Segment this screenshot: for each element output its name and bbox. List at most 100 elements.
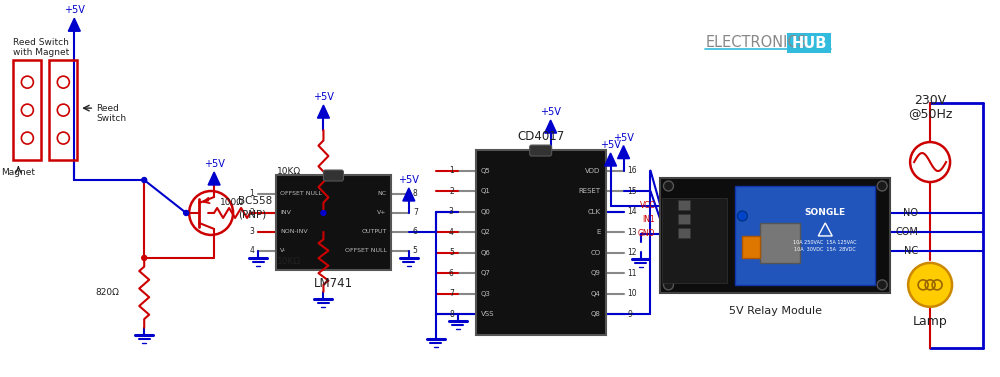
Text: +5V: +5V	[613, 133, 634, 143]
Text: 5: 5	[449, 248, 454, 257]
Text: NON-INV: NON-INV	[280, 230, 308, 234]
Text: RESET: RESET	[578, 188, 601, 194]
Text: 13: 13	[628, 228, 637, 237]
Text: 10KΩ: 10KΩ	[277, 257, 301, 267]
Text: Q6: Q6	[481, 250, 491, 256]
Text: 11: 11	[628, 269, 637, 278]
Bar	[276, 175, 391, 270]
Text: INV: INV	[280, 210, 291, 216]
Text: Lamp: Lamp	[913, 315, 947, 328]
Text: ELECTRONICS: ELECTRONICS	[705, 35, 807, 50]
Bar	[787, 33, 831, 53]
Bar	[742, 236, 760, 258]
Text: GND: GND	[638, 230, 655, 238]
Text: Q1: Q1	[481, 188, 491, 194]
Text: HUB: HUB	[792, 36, 827, 51]
Text: Q5: Q5	[481, 168, 490, 173]
Text: 100Ω: 100Ω	[220, 198, 244, 207]
Text: 7: 7	[413, 208, 418, 218]
Text: Q2: Q2	[481, 229, 490, 235]
Text: LM741: LM741	[314, 277, 353, 290]
Text: 10: 10	[628, 289, 637, 298]
Text: 2: 2	[249, 208, 254, 218]
Text: 4: 4	[249, 247, 254, 255]
Polygon shape	[545, 120, 557, 133]
Bar	[660, 178, 890, 293]
Text: 12: 12	[628, 248, 637, 257]
Text: 6: 6	[413, 227, 418, 236]
Text: V-: V-	[280, 248, 286, 253]
Circle shape	[877, 280, 887, 290]
Text: +5V: +5V	[398, 175, 419, 185]
Text: with Magnet: with Magnet	[13, 48, 69, 57]
Text: +5V: +5V	[64, 5, 85, 15]
Text: IN1: IN1	[643, 216, 655, 224]
Text: OUTPUT: OUTPUT	[361, 230, 387, 234]
Text: VSS: VSS	[481, 311, 494, 317]
Polygon shape	[605, 153, 617, 166]
Text: 9: 9	[628, 310, 632, 319]
Text: 8: 8	[413, 190, 418, 199]
Circle shape	[142, 178, 147, 182]
Text: 1: 1	[449, 166, 454, 175]
Text: +5V: +5V	[540, 107, 561, 117]
Text: VDD: VDD	[585, 168, 601, 173]
Text: Q0: Q0	[481, 208, 491, 215]
Text: +5V: +5V	[204, 159, 225, 169]
Circle shape	[663, 280, 673, 290]
Text: +5V: +5V	[600, 140, 621, 150]
Polygon shape	[403, 188, 415, 201]
Text: 5: 5	[413, 247, 418, 255]
Text: Q9: Q9	[591, 270, 601, 276]
Text: Q4: Q4	[591, 291, 601, 297]
Text: CD4017: CD4017	[517, 130, 564, 143]
Text: V+: V+	[377, 210, 387, 216]
Text: 10KΩ: 10KΩ	[277, 167, 301, 176]
Text: Magnet: Magnet	[1, 167, 35, 176]
Circle shape	[142, 255, 147, 261]
Text: E: E	[596, 229, 601, 235]
Bar	[678, 228, 690, 238]
Text: 3: 3	[249, 227, 254, 236]
Text: 820Ω: 820Ω	[95, 288, 119, 297]
Bar	[13, 60, 41, 160]
Text: 3: 3	[449, 207, 454, 216]
Text: NO: NO	[903, 208, 918, 218]
Text: CO: CO	[590, 250, 601, 256]
Text: BC558: BC558	[238, 196, 272, 206]
Text: COM: COM	[895, 227, 918, 237]
Text: 10A  30VDC  15A  28VDC: 10A 30VDC 15A 28VDC	[794, 247, 856, 253]
Polygon shape	[317, 105, 329, 118]
Text: NC: NC	[378, 192, 387, 196]
Text: OFFSET NULL: OFFSET NULL	[280, 192, 322, 196]
Circle shape	[184, 210, 189, 216]
Text: (PNP): (PNP)	[238, 210, 266, 220]
Circle shape	[663, 181, 673, 191]
Text: VCC: VCC	[640, 201, 655, 210]
FancyBboxPatch shape	[530, 145, 552, 156]
Text: OFFSET NULL: OFFSET NULL	[345, 248, 387, 253]
Bar	[678, 214, 690, 224]
Circle shape	[321, 210, 326, 216]
Bar	[678, 200, 690, 210]
Text: Q8: Q8	[591, 311, 601, 317]
Bar	[735, 186, 875, 285]
Text: Reed: Reed	[96, 104, 119, 113]
FancyBboxPatch shape	[323, 170, 343, 181]
Text: Reed Switch: Reed Switch	[13, 38, 69, 47]
Polygon shape	[208, 172, 220, 185]
Text: 15: 15	[628, 187, 637, 196]
Polygon shape	[68, 18, 80, 31]
Circle shape	[908, 263, 952, 307]
Circle shape	[877, 181, 887, 191]
Text: 7: 7	[449, 289, 454, 298]
Text: 16: 16	[628, 166, 637, 175]
Text: Q3: Q3	[481, 291, 491, 297]
Text: SONGLE: SONGLE	[805, 208, 846, 218]
Text: Q7: Q7	[481, 270, 491, 276]
Text: 5V Relay Module: 5V Relay Module	[729, 306, 822, 316]
Polygon shape	[618, 146, 630, 159]
Text: 8: 8	[449, 310, 454, 319]
Text: 4: 4	[449, 228, 454, 237]
Text: 6: 6	[449, 269, 454, 278]
